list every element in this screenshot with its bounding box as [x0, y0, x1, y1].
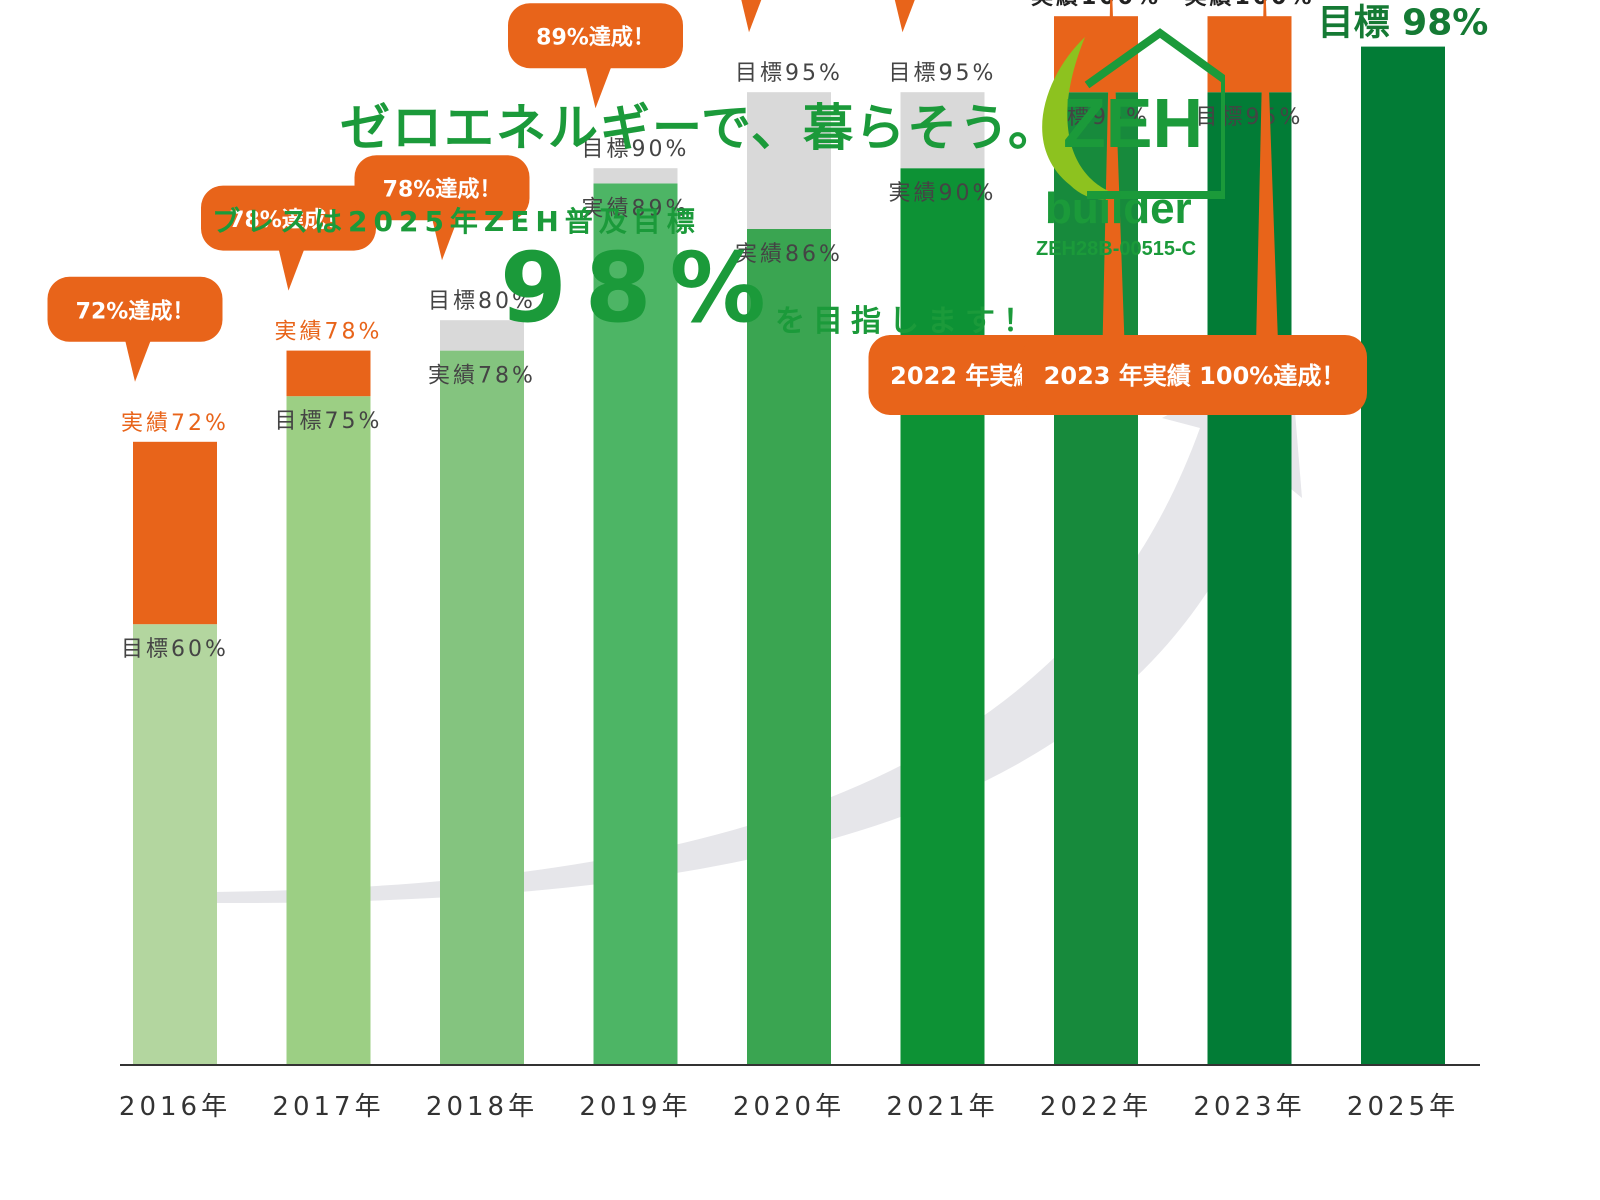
bar-8: [1207, 92, 1292, 1065]
x-tick-label: 2023年: [1193, 1092, 1305, 1122]
x-tick-label: 2017年: [272, 1092, 384, 1122]
logo-zeh-text: ZEH: [1063, 84, 1203, 162]
bar-6: [900, 168, 985, 1065]
x-tick-label: 2020年: [733, 1092, 845, 1122]
callout-body: [1022, 335, 1367, 415]
bar-delta-5: [747, 92, 831, 229]
x-tick-label: 2022年: [1040, 1092, 1152, 1122]
x-tick-label: 2016年: [119, 1092, 231, 1122]
bar-5: [747, 229, 831, 1065]
bar-delta-6: [900, 92, 985, 169]
bar-9: [1361, 46, 1445, 1066]
callout-text: 72%達成！: [76, 298, 195, 324]
x-tick-label: 2019年: [579, 1092, 691, 1122]
bar-lower-label: 実績86%: [735, 242, 843, 267]
target-big-percentage: 98%: [500, 232, 784, 344]
callout-bubble: 78%達成！: [201, 185, 376, 291]
headline: ゼロエネルギーで、暮らそう。: [340, 99, 1060, 157]
callout-bubble: 89%達成！: [508, 3, 683, 109]
callout-bubble: 90%達成！: [894, 0, 915, 33]
bar-upper-label: 目標90%: [582, 137, 690, 162]
bar-2: [286, 396, 371, 1065]
callout-pointer: [1254, 0, 1281, 413]
callout-bubble: 72%達成！: [47, 276, 223, 382]
house-outline-icon: [1084, 28, 1225, 199]
callout-bubble: 2023 年実績 100%達成！: [1022, 0, 1367, 415]
logo-code: ZEH28B-00515-C: [1036, 238, 1197, 260]
logo-builder-text: builder: [1045, 184, 1192, 233]
callout-body: [47, 276, 223, 342]
callout-body: [508, 3, 683, 69]
callout-bubble: 86%達成！: [741, 0, 762, 33]
callout-text: 2023 年実績 100%達成！: [1044, 362, 1346, 390]
bar-upper-label: 目標95%: [889, 61, 997, 86]
callout-pointer: [432, 218, 458, 261]
bar-upper-label: 実績78%: [275, 320, 383, 345]
callout-pointer: [585, 66, 612, 109]
leaf-icon: [1042, 37, 1120, 200]
callout-bubble: 78%達成！: [354, 155, 530, 261]
bar-delta-3: [440, 320, 524, 351]
bar-lower-label: 目標75%: [275, 409, 383, 434]
x-tick-label: 2025年: [1347, 1092, 1459, 1122]
bar-lower-label: 実績89%: [582, 196, 690, 221]
callout-pointer: [741, 0, 762, 33]
bar-lower-label: 実績90%: [889, 181, 997, 206]
callout-pointer: [278, 248, 305, 291]
bar-upper-label: 目標 98%: [1318, 3, 1489, 44]
callout-body: [354, 155, 530, 221]
bar-delta-2: [286, 350, 371, 397]
x-tick-label: 2021年: [886, 1092, 998, 1122]
callout-body: [201, 185, 376, 251]
bar-delta-4: [593, 168, 678, 184]
bar-7: [1054, 92, 1138, 1065]
bar-delta-1: [133, 441, 217, 625]
target-suffix: を目指します！: [775, 304, 1041, 339]
callout-text: 78%達成！: [383, 177, 502, 203]
bar-3: [440, 350, 524, 1066]
callout-text: 78%達成！: [229, 207, 348, 233]
callout-pointer: [125, 339, 151, 382]
bar-1: [133, 624, 217, 1065]
x-tick-label: 2018年: [426, 1092, 538, 1122]
callout-pointer: [1101, 0, 1127, 413]
bar-upper-label: 目標80%: [428, 289, 536, 314]
bar-lower-label: 目標95%: [1196, 105, 1304, 130]
bar-4: [593, 183, 678, 1065]
bar-lower-label: 実績78%: [428, 364, 536, 389]
callout-text: 89%達成！: [536, 25, 655, 51]
subheadline: ブレスは2025年ZEH普及目標: [212, 205, 701, 238]
bar-lower-label: 目標60%: [121, 637, 229, 662]
bar-upper-label: 目標95%: [735, 61, 843, 86]
bar-upper-label: 実績72%: [121, 411, 229, 436]
zeh-builder-logo: ZEH: [1042, 28, 1225, 200]
callout-pointer: [894, 0, 915, 33]
